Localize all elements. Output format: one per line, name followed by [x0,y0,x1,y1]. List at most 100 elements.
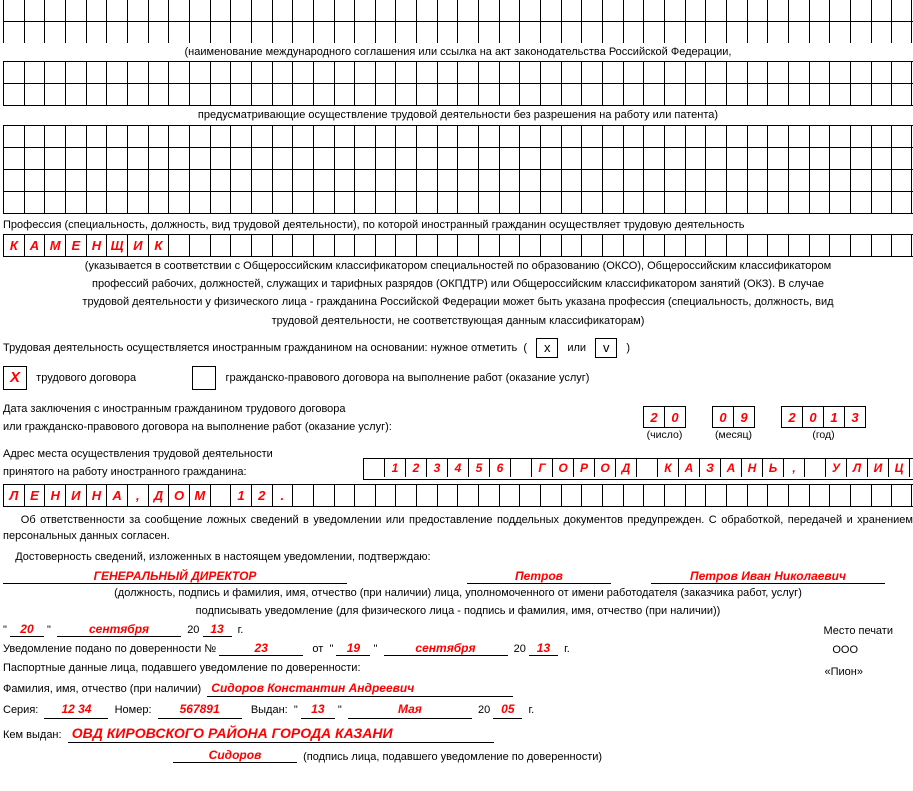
cell[interactable]: О [168,485,189,506]
cell[interactable] [809,62,830,83]
cell[interactable] [3,126,24,147]
cell[interactable]: А [679,459,700,477]
cell[interactable] [747,0,768,21]
cell[interactable] [519,170,540,191]
cell[interactable] [499,170,520,191]
cell[interactable] [292,148,313,169]
cell[interactable] [230,235,251,256]
cell[interactable] [767,0,788,21]
cell[interactable] [767,485,788,506]
sign-day[interactable]: 20 [10,622,44,637]
cell[interactable] [416,192,437,213]
cell[interactable] [540,148,561,169]
cell[interactable] [478,170,499,191]
cell[interactable] [313,126,334,147]
cell[interactable] [602,84,623,105]
cell[interactable] [168,84,189,105]
cell[interactable] [395,62,416,83]
cell[interactable] [891,192,912,213]
cell[interactable] [643,84,664,105]
cell[interactable] [788,22,809,43]
cell[interactable] [602,62,623,83]
cell[interactable]: О [595,459,616,477]
cell[interactable] [292,126,313,147]
cell[interactable] [850,62,871,83]
cell[interactable]: 6 [490,459,511,477]
cell[interactable] [65,84,86,105]
cell[interactable] [272,22,293,43]
cell[interactable] [375,148,396,169]
cell[interactable] [24,126,45,147]
cell[interactable] [664,0,685,21]
cell[interactable] [106,62,127,83]
cell[interactable] [334,22,355,43]
cell[interactable] [375,126,396,147]
cell[interactable] [561,148,582,169]
cell[interactable] [251,170,272,191]
cell[interactable] [457,62,478,83]
cell[interactable] [519,126,540,147]
cell[interactable] [272,62,293,83]
cell[interactable] [272,192,293,213]
cell[interactable] [148,192,169,213]
cell[interactable] [86,192,107,213]
cell[interactable] [561,485,582,506]
cell[interactable] [457,84,478,105]
cell[interactable] [395,22,416,43]
proxy-fio[interactable]: Сидоров Константин Андреевич [207,681,513,698]
cell[interactable] [354,126,375,147]
cell[interactable] [127,62,148,83]
cell[interactable] [891,0,912,21]
cell[interactable] [685,22,706,43]
cell[interactable] [251,84,272,105]
cell[interactable] [3,170,24,191]
cell[interactable] [623,148,644,169]
cell[interactable] [747,192,768,213]
cell[interactable] [581,62,602,83]
cell[interactable] [602,0,623,21]
cell[interactable]: К [658,459,679,477]
cell[interactable] [871,235,892,256]
cell[interactable] [313,62,334,83]
cell[interactable] [210,192,231,213]
cell[interactable] [65,0,86,21]
cell[interactable] [251,148,272,169]
cell[interactable] [313,235,334,256]
cell[interactable] [334,84,355,105]
cell[interactable] [726,192,747,213]
cell[interactable] [189,126,210,147]
cell[interactable] [767,84,788,105]
cell[interactable] [829,170,850,191]
cell[interactable] [623,235,644,256]
cell[interactable] [643,235,664,256]
cell[interactable] [395,0,416,21]
cell[interactable] [499,485,520,506]
cell[interactable] [519,485,540,506]
cell[interactable] [127,148,148,169]
cell[interactable] [251,235,272,256]
cell[interactable] [148,0,169,21]
cell[interactable]: Р [574,459,595,477]
cell[interactable] [106,148,127,169]
cell[interactable] [86,148,107,169]
cell[interactable] [375,0,396,21]
cell[interactable] [891,126,912,147]
cell[interactable] [871,170,892,191]
cell[interactable] [251,0,272,21]
cell[interactable] [24,22,45,43]
cell[interactable] [457,148,478,169]
cell[interactable] [850,126,871,147]
cell[interactable] [292,192,313,213]
cell[interactable] [375,62,396,83]
cell[interactable] [664,192,685,213]
cell[interactable] [272,126,293,147]
cell[interactable] [499,235,520,256]
cell[interactable] [292,84,313,105]
cell[interactable] [437,126,458,147]
cell[interactable] [623,192,644,213]
cell[interactable] [210,235,231,256]
cell[interactable] [623,62,644,83]
cell[interactable] [805,459,826,477]
cell[interactable] [499,62,520,83]
cell[interactable]: , [127,485,148,506]
